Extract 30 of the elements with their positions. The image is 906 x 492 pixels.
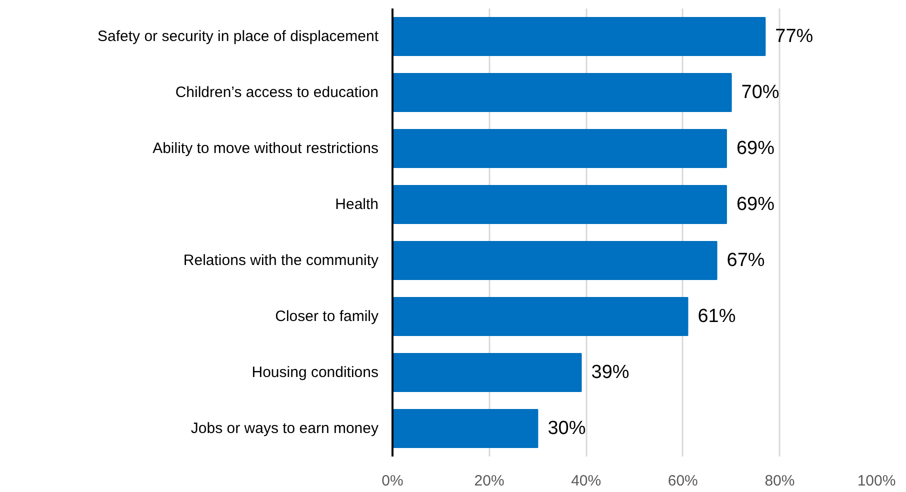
y-tick-label: Closer to family (275, 308, 379, 325)
x-tick-label: 40% (571, 472, 602, 490)
bar (392, 352, 582, 392)
x-tick-label: 20% (474, 472, 504, 490)
data-label: 39% (591, 362, 630, 383)
data-label: 61% (698, 306, 736, 327)
data-label: 67% (726, 250, 765, 271)
data-label: 69% (736, 138, 775, 159)
y-tick-label: Jobs or ways to earn money (190, 420, 379, 437)
data-label: 70% (741, 82, 780, 103)
bar (392, 128, 727, 168)
x-tick-label: 0% (382, 472, 404, 490)
data-label: 77% (775, 26, 814, 47)
bar (392, 72, 732, 112)
data-label: 69% (736, 194, 775, 215)
data-label: 30% (548, 418, 586, 439)
x-tick-label: 100% (857, 472, 896, 490)
y-tick-label: Children’s access to education (175, 84, 379, 101)
bar (392, 16, 766, 56)
x-tick-label: 80% (764, 472, 795, 490)
bar (392, 240, 718, 280)
y-tick-label: Ability to move without restrictions (152, 140, 379, 157)
y-tick-label: Housing conditions (252, 364, 379, 381)
y-tick-label: Safety or security in place of displacement (98, 28, 380, 45)
y-tick-label: Relations with the community (183, 252, 379, 269)
bar (392, 296, 688, 336)
x-tick-label: 60% (668, 472, 698, 490)
bar (392, 408, 538, 448)
bar (392, 184, 727, 224)
y-tick-label: Health (335, 196, 378, 213)
